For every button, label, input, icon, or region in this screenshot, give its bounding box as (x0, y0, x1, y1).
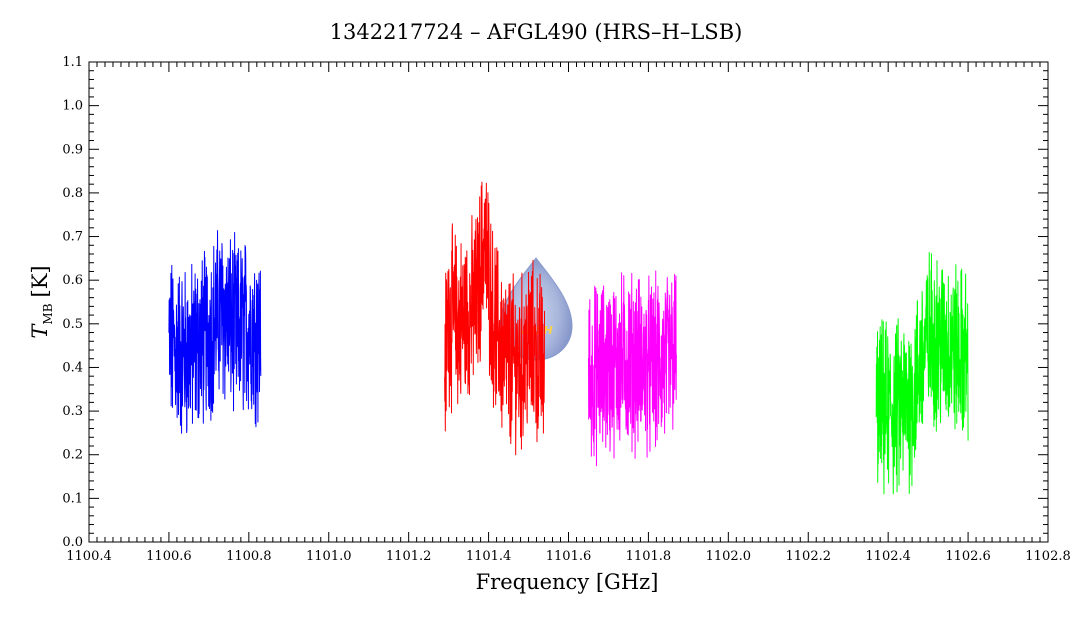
y-axis-label-subscript: MB (41, 303, 55, 324)
y-tick-label: 0.8 (62, 186, 83, 201)
x-tick-label: 1102.2 (786, 549, 832, 564)
y-tick-label: 0.1 (62, 491, 83, 506)
x-tick-label: 1102.8 (1025, 549, 1071, 564)
chart-title: 1342217724 – AFGL490 (HRS–H–LSB) (330, 20, 743, 44)
spectrum-trace-3 (587, 270, 677, 467)
x-tick-label: 1100.8 (226, 549, 272, 564)
x-axis-ticks: 1100.4 1100.6 1100.8 1101.0 1101.2 1101.4 1101… (66, 62, 1071, 564)
x-tick-label: 1102.0 (706, 549, 752, 564)
y-tick-label: 0.2 (62, 448, 83, 463)
y-tick-label: 0.7 (62, 230, 83, 245)
x-tick-label: 1101.8 (626, 549, 672, 564)
x-tick-label: 1101.0 (306, 549, 352, 564)
spectrum-trace-4 (875, 252, 969, 495)
y-tick-label: 0.9 (62, 142, 83, 157)
y-tick-label: 1.1 (62, 55, 83, 70)
y-axis-ticks: 0.0 0.1 0.2 0.3 0.4 0.5 0.6 0.7 0.8 0.9 1.0 1.1 (62, 55, 1048, 550)
y-tick-label: 0.0 (62, 535, 83, 550)
x-tick-label: 1101.4 (466, 549, 512, 564)
x-tick-label: 1101.6 (546, 549, 592, 564)
y-axis-label: TMB [K] (28, 265, 55, 338)
x-tick-label: 1100.4 (66, 549, 112, 564)
x-tick-label: 1102.6 (945, 549, 991, 564)
y-tick-label: 0.6 (62, 273, 83, 288)
spectrum-traces (168, 181, 969, 495)
y-axis-label-symbol: T (28, 323, 52, 339)
y-tick-label: 0.4 (62, 360, 83, 375)
x-tick-label: 1101.2 (386, 549, 432, 564)
x-tick-label: 1102.4 (865, 549, 911, 564)
svg-text:TMB[K]: TMB [K] (28, 265, 55, 338)
y-tick-label: 0.3 (62, 404, 83, 419)
x-tick-label: 1100.6 (146, 549, 192, 564)
y-tick-label: 1.0 (62, 99, 83, 114)
spectrum-trace-1 (168, 230, 262, 434)
x-axis-label: Frequency [GHz] (476, 570, 659, 594)
y-tick-label: 0.5 (62, 317, 83, 332)
y-axis-label-unit: [K] (28, 265, 52, 297)
spectrum-trace-2 (444, 181, 546, 456)
